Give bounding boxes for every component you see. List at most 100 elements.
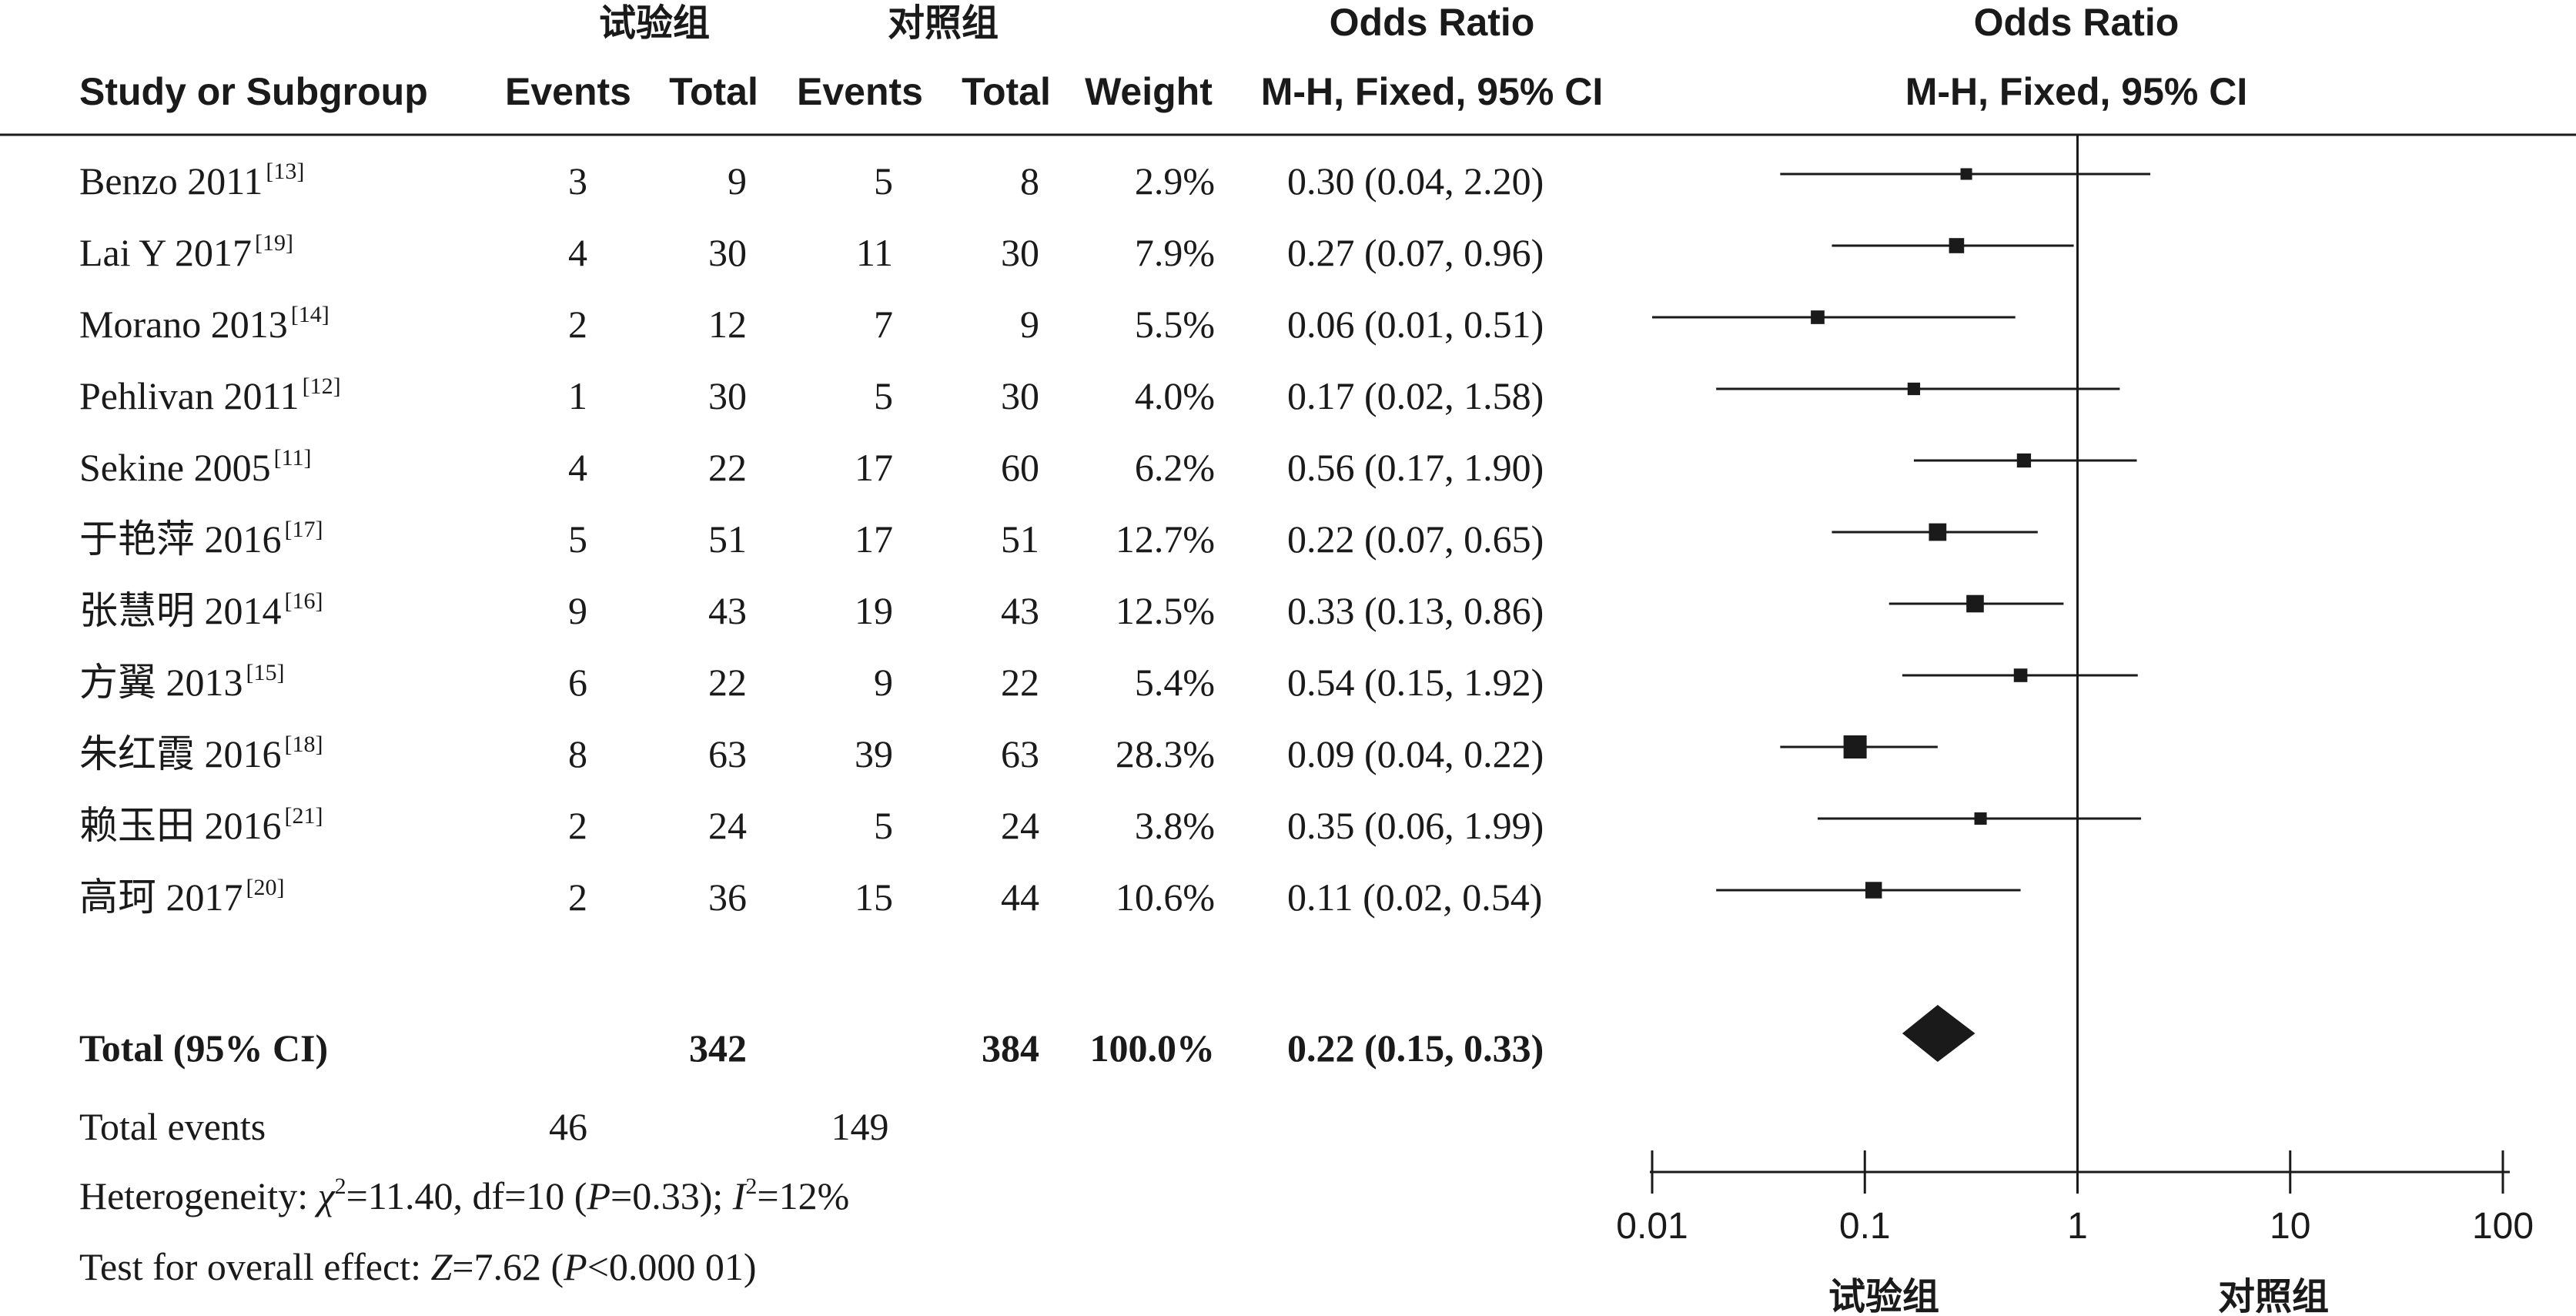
study-events1: 9 xyxy=(568,589,587,632)
study-point-estimate xyxy=(1949,238,1965,253)
study-total1: 9 xyxy=(728,159,747,203)
group1-header: 试验组 xyxy=(599,2,710,45)
study-point-estimate xyxy=(1907,382,1921,396)
study-or-ci: 0.11 (0.02, 0.54) xyxy=(1287,876,1542,919)
study-or-ci: 0.17 (0.02, 1.58) xyxy=(1287,374,1544,417)
study-name: 朱红霞 2016 [18] xyxy=(79,732,323,775)
or-method-header: M-H, Fixed, 95% CI xyxy=(1261,70,1604,113)
favours-left-label: 试验组 xyxy=(1828,1275,1939,1316)
study-weight: 6.2% xyxy=(1135,446,1215,489)
study-weight: 10.6% xyxy=(1116,876,1215,919)
total1-header: Total xyxy=(669,70,758,113)
study-row: Benzo 2011 [13] 3 9 5 8 2.9% 0.30 (0.04, 2.20) xyxy=(79,159,1544,203)
total-events1: 46 xyxy=(549,1105,587,1148)
x-tick-label: 0.01 xyxy=(1616,1206,1688,1247)
study-events2: 5 xyxy=(874,804,893,847)
study-events1: 3 xyxy=(568,159,587,203)
events1-header: Events xyxy=(505,70,631,113)
study-row: 赖玉田 2016 [21] 2 24 5 24 3.8% 0.35 (0.06, 1.99) xyxy=(79,803,1544,847)
total-total2: 384 xyxy=(982,1026,1039,1070)
study-events2: 17 xyxy=(855,446,893,489)
study-point-estimate xyxy=(1811,310,1825,324)
study-events1: 1 xyxy=(568,374,587,417)
study-total2: 30 xyxy=(1001,231,1039,274)
study-total2: 51 xyxy=(1001,517,1039,561)
plot-method-header: M-H, Fixed, 95% CI xyxy=(1905,70,2248,113)
study-events2: 7 xyxy=(874,303,893,346)
study-or-ci: 0.33 (0.13, 0.86) xyxy=(1287,589,1544,632)
study-total1: 12 xyxy=(708,303,747,346)
events2-header: Events xyxy=(797,70,923,113)
study-weight: 7.9% xyxy=(1135,231,1215,274)
study-weight: 2.9% xyxy=(1135,159,1215,203)
total-weight: 100.0% xyxy=(1090,1026,1216,1070)
total-events-row: Total events 46 149 xyxy=(79,1105,889,1148)
study-row: 朱红霞 2016 [18] 8 63 39 63 28.3% 0.09 (0.04, 0.22… xyxy=(79,732,1544,775)
study-total2: 8 xyxy=(1020,159,1039,203)
total-label: Total (95% CI) xyxy=(79,1026,328,1070)
group2-header: 对照组 xyxy=(888,2,999,45)
study-column-header: Study or Subgroup xyxy=(79,70,428,113)
study-total1: 51 xyxy=(708,517,747,561)
plot-title: Odds Ratio xyxy=(1974,1,2180,44)
study-events2: 39 xyxy=(855,732,893,775)
total-events2: 149 xyxy=(831,1105,889,1148)
study-events1: 4 xyxy=(568,231,587,274)
or-title: Odds Ratio xyxy=(1330,1,1535,44)
study-weight: 4.0% xyxy=(1135,374,1215,417)
study-point-estimate xyxy=(2016,453,2032,468)
study-or-ci: 0.27 (0.07, 0.96) xyxy=(1287,231,1544,274)
study-row: Pehlivan 2011 [12] 1 30 5 30 4.0% 0.17 (0.02, 1… xyxy=(79,373,1544,417)
study-or-ci: 0.54 (0.15, 1.92) xyxy=(1287,661,1544,704)
study-or-ci: 0.30 (0.04, 2.20) xyxy=(1287,159,1544,203)
plot-area: 0.01 0.1 1 10 100 xyxy=(1616,135,2534,1247)
study-name: 于艳萍 2016 [17] xyxy=(79,517,323,561)
study-total2: 60 xyxy=(1001,446,1039,489)
pooled-estimate-diamond xyxy=(1902,1005,1975,1062)
study-point-estimate xyxy=(1966,594,1984,613)
study-events1: 4 xyxy=(568,446,587,489)
overall-effect-text: Test for overall effect: Z=7.62 (P<0.000… xyxy=(79,1245,757,1288)
study-weight: 3.8% xyxy=(1135,804,1215,847)
study-or-ci: 0.56 (0.17, 1.90) xyxy=(1287,446,1544,489)
study-or-ci: 0.09 (0.04, 0.22) xyxy=(1287,732,1544,775)
study-events2: 17 xyxy=(855,517,893,561)
study-total1: 36 xyxy=(708,876,747,919)
favours-right-label: 对照组 xyxy=(2218,1275,2329,1316)
study-total1: 30 xyxy=(708,231,747,274)
study-total1: 22 xyxy=(708,446,747,489)
study-name: Pehlivan 2011 [12] xyxy=(79,373,341,417)
study-events1: 5 xyxy=(568,517,587,561)
study-weight: 28.3% xyxy=(1116,732,1215,775)
study-weight: 5.4% xyxy=(1135,661,1215,704)
study-events1: 2 xyxy=(568,876,587,919)
study-row: 方翼 2013 [15] 6 22 9 22 5.4% 0.54 (0.15, 1.92) xyxy=(79,660,1544,704)
study-name: Sekine 2005 [11] xyxy=(79,445,311,489)
study-events2: 5 xyxy=(874,159,893,203)
study-name: 高珂 2017 [20] xyxy=(79,875,284,919)
study-row: 于艳萍 2016 [17] 5 51 17 51 12.7% 0.22 (0.07, 0.65… xyxy=(79,517,1544,561)
study-point-estimate xyxy=(1865,882,1882,899)
study-total2: 63 xyxy=(1001,732,1039,775)
study-events1: 8 xyxy=(568,732,587,775)
study-point-estimate xyxy=(1960,168,1972,180)
study-total1: 30 xyxy=(708,374,747,417)
total-total1: 342 xyxy=(689,1026,747,1070)
study-events1: 2 xyxy=(568,804,587,847)
study-weight: 5.5% xyxy=(1135,303,1215,346)
study-total2: 22 xyxy=(1001,661,1039,704)
study-point-estimate xyxy=(1929,523,1947,541)
study-total1: 63 xyxy=(708,732,747,775)
study-name: Morano 2013 [14] xyxy=(79,302,330,346)
weight-header: Weight xyxy=(1085,70,1213,113)
x-tick-label: 1 xyxy=(2067,1206,2088,1247)
heterogeneity-text: Heterogeneity: χ2=11.40, df=10 (P=0.33);… xyxy=(79,1174,849,1217)
study-rows: Benzo 2011 [13] 3 9 5 8 2.9% 0.30 (0.04, 2.20)L… xyxy=(79,159,1544,919)
study-or-ci: 0.22 (0.07, 0.65) xyxy=(1287,517,1544,561)
x-tick-label: 10 xyxy=(2270,1206,2310,1247)
study-name: 方翼 2013 [15] xyxy=(79,660,284,704)
study-events2: 9 xyxy=(874,661,893,704)
study-point-estimate xyxy=(1843,735,1867,758)
study-total1: 22 xyxy=(708,661,747,704)
